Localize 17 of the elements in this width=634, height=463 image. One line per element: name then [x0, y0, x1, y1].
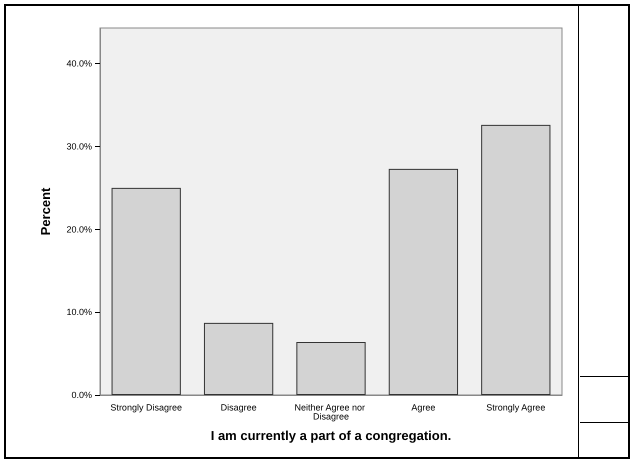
- x-tick-label: Strongly Agree: [486, 402, 546, 412]
- y-tick-label: 30.0%: [66, 141, 92, 152]
- bar: [204, 322, 274, 395]
- y-tick-label: 20.0%: [66, 224, 92, 234]
- x-tick-label: Strongly Disagree: [110, 402, 182, 412]
- y-axis-title: Percent: [38, 186, 53, 236]
- x-axis-title: I am currently a part of a congregation.: [210, 428, 452, 443]
- bar: [388, 168, 458, 395]
- bar: [296, 342, 366, 395]
- x-tick-label: Agree: [411, 402, 436, 412]
- y-tick-label: 40.0%: [66, 58, 92, 69]
- y-tick-label: 10.0%: [66, 307, 92, 318]
- bar: [112, 188, 181, 395]
- x-tick-label: Disagree: [220, 402, 257, 412]
- bar: [481, 124, 550, 395]
- x-tick-label: Neither Agree nor Disagree: [294, 402, 368, 422]
- y-tick-label: 0.0%: [71, 390, 92, 400]
